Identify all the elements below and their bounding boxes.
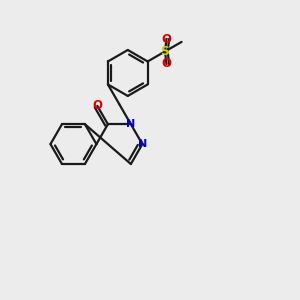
Text: O: O (161, 57, 172, 70)
Text: S: S (160, 45, 169, 58)
Text: O: O (92, 99, 102, 112)
Text: N: N (126, 119, 136, 129)
Text: N: N (138, 139, 147, 149)
Text: O: O (161, 33, 172, 46)
